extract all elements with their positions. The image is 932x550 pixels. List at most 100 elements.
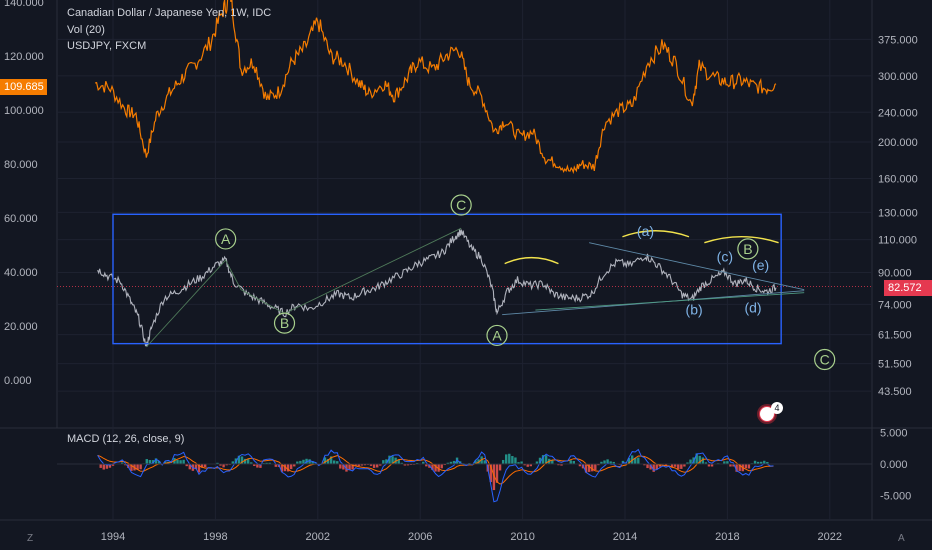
macd-histogram-bar: [511, 456, 514, 464]
macd-histogram-bar: [584, 464, 588, 473]
macd-histogram-bar: [505, 454, 508, 464]
macd-histogram-bar: [299, 460, 302, 464]
macd-histogram-bar: [597, 464, 600, 466]
macd-histogram-bar: [145, 459, 148, 464]
macd-histogram-bar: [756, 461, 760, 464]
cycle-arc: [704, 236, 779, 244]
macd-histogram-bar: [151, 460, 155, 464]
macd-histogram-bar: [379, 464, 382, 466]
macd-histogram-bar: [501, 459, 505, 464]
macd-histogram-bar: [627, 458, 631, 464]
macd-histogram-bar: [108, 464, 112, 468]
macd-histogram-bar: [326, 458, 330, 464]
macd-histogram-bar: [520, 461, 523, 464]
macd-histogram-bar: [738, 464, 741, 472]
macd-histogram-bar: [474, 460, 477, 464]
macd-histogram-bar: [514, 457, 517, 464]
right-tick-label: 43.500: [878, 386, 912, 398]
right-tick-label: 240.000: [878, 107, 918, 119]
macd-histogram-bar: [557, 464, 560, 466]
macd-histogram-bar: [603, 460, 606, 464]
macd-histogram-bar: [308, 459, 311, 464]
macd-legend[interactable]: MACD (12, 26, close, 9): [67, 433, 185, 445]
macd-histogram-bar: [600, 461, 603, 464]
overlay-legend[interactable]: USDJPY, FXCM: [67, 40, 147, 52]
right-tick-label: 375.000: [878, 34, 918, 46]
macd-histogram-bar: [99, 464, 102, 468]
left-tick-label: 80.000: [4, 159, 38, 171]
auto-scale-right-button[interactable]: A: [898, 533, 905, 544]
macd-histogram-bar: [689, 459, 692, 464]
macd-tick-label: -5.000: [880, 491, 911, 503]
right-tick-label: 74.000: [878, 299, 912, 311]
macd-histogram-bar: [766, 461, 769, 464]
macd-histogram-bar: [289, 464, 293, 470]
macd-histogram-bar: [655, 464, 658, 470]
canada-flag-icon[interactable]: [757, 404, 777, 424]
macd-histogram-bar: [102, 464, 105, 470]
usdjpy-line: [94, 0, 777, 175]
macd-histogram-bar: [489, 464, 493, 483]
macd-histogram-bar: [572, 460, 575, 464]
macd-histogram-bar: [240, 456, 244, 464]
macd-histogram-bar: [449, 461, 453, 464]
macd-histogram-bar: [243, 458, 247, 464]
macd-histogram-bar: [443, 464, 446, 466]
volume-legend[interactable]: Vol (20): [67, 24, 105, 36]
macd-histogram-bar: [446, 462, 450, 464]
macd-histogram-bar: [345, 464, 348, 472]
macd-histogram-bar: [274, 464, 278, 467]
macd-histogram-bar: [634, 457, 637, 464]
x-tick-label: 2018: [715, 531, 739, 543]
usdjpy-series: [94, 0, 777, 175]
x-tick-label: 1998: [203, 531, 227, 543]
macd-histogram-bar: [246, 459, 250, 464]
auto-scale-left-button[interactable]: Z: [27, 533, 34, 544]
symbol-legend[interactable]: Canadian Dollar / Japanese Yen, 1W, IDC: [67, 7, 272, 19]
x-tick-label: 1994: [101, 531, 125, 543]
macd-histogram-bar: [188, 464, 191, 470]
cadjpy-series: [97, 229, 777, 347]
x-tick-label: 2022: [818, 531, 842, 543]
right-tick-label: 300.000: [878, 71, 918, 83]
drawing-tools[interactable]: A B C A B C (a) (b) (c) (d) (e): [112, 194, 836, 371]
macd-histogram-bar: [219, 464, 222, 466]
macd-histogram-bar: [591, 464, 594, 472]
macd-histogram-bar: [397, 459, 400, 464]
macd-histogram-bar: [179, 460, 182, 464]
macd-histogram-bar: [375, 464, 379, 468]
wave-label-circle: [737, 238, 759, 260]
macd-histogram-bar: [314, 462, 317, 464]
macd-histogram-bar: [698, 455, 701, 464]
support-line: [535, 292, 805, 311]
macd-histogram-bar: [185, 464, 188, 467]
macd-histogram-bar: [372, 464, 376, 468]
macd-histogram-bar: [339, 464, 342, 469]
macd-histogram-bar: [342, 464, 345, 470]
wave-label-circle: [486, 324, 508, 347]
macd-histogram-bar: [256, 464, 259, 468]
macd-histogram-bar: [127, 464, 130, 468]
macd-histogram-bar: [643, 464, 646, 466]
macd-histogram-bar: [523, 464, 526, 466]
macd-line: [97, 448, 774, 503]
subwave-label: (e): [752, 257, 769, 273]
macd-histogram-bar: [646, 464, 649, 469]
macd-histogram-bar: [680, 464, 683, 469]
macd-histogram-bar: [231, 461, 235, 464]
macd-histogram-bar: [286, 464, 290, 472]
macd-histogram-bar: [744, 464, 748, 469]
wave-label-c: C: [456, 197, 466, 213]
macd-histogram-bar: [538, 457, 542, 464]
macd-histogram-bar: [136, 464, 139, 470]
macd-histogram-bar: [677, 464, 680, 469]
macd-histogram-bar: [253, 464, 256, 467]
macd-histogram-bar: [363, 464, 367, 466]
right-tick-label: 110.000: [878, 235, 917, 247]
macd-histogram-bar: [594, 464, 597, 471]
macd-histogram-bar: [391, 456, 394, 464]
macd-histogram-bar: [707, 464, 711, 467]
macd-histogram-bar: [200, 464, 204, 468]
wave-label-b: B: [280, 315, 289, 331]
